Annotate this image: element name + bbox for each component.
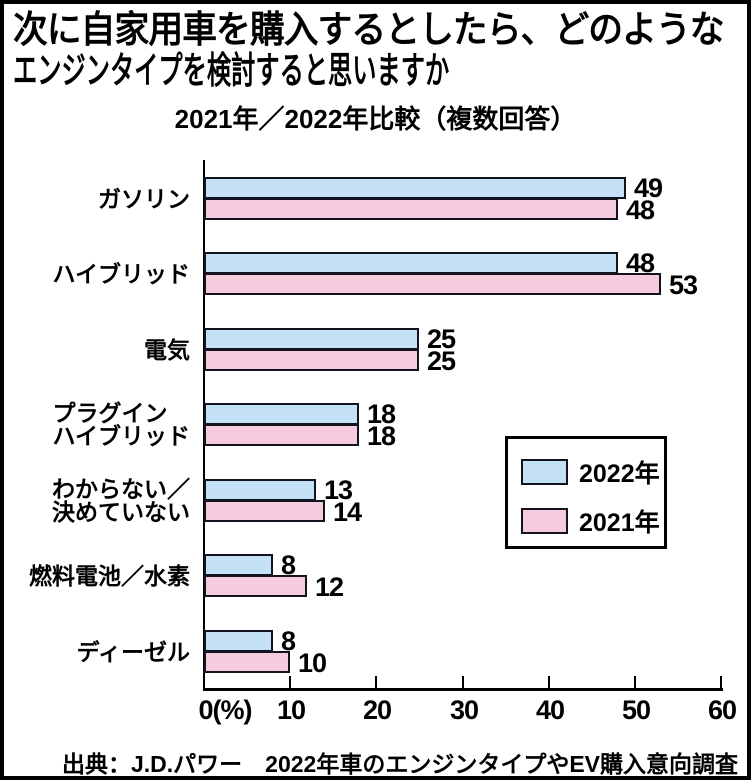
category-label-diesel: ディーゼル xyxy=(4,641,190,664)
value-label-2021-hybrid: 53 xyxy=(669,270,698,300)
category-label-text-hybrid: ハイブリッド xyxy=(52,261,190,287)
x-tick-label-60: 60 xyxy=(707,695,737,725)
x-tick-label-0: 0(%) xyxy=(198,695,252,725)
value-label-2021-plugin-hybrid: 18 xyxy=(367,421,396,451)
bar-2021-hybrid xyxy=(204,273,661,295)
x-tick-label-10: 10 xyxy=(276,695,306,725)
x-tick-50 xyxy=(634,676,636,688)
legend-item-2021: 2021年 xyxy=(521,503,660,539)
source-note: 出典：J.D.パワー 2022年車のエンジンタイプやEV購入意向調査 xyxy=(61,751,738,777)
x-axis-line xyxy=(203,688,723,691)
value-label-2021-fuel-cell-hydrogen: 12 xyxy=(315,572,344,602)
category-label-text-diesel: ディーゼル xyxy=(76,639,190,665)
value-label-2021-diesel: 10 xyxy=(298,648,327,678)
bar-2021-electric xyxy=(204,349,419,371)
value-label-2022-fuel-cell-hydrogen: 8 xyxy=(281,550,296,580)
x-tick-40 xyxy=(548,676,550,688)
x-tick-label-40: 40 xyxy=(535,695,565,725)
chart-subtitle: 2021年／2022年比較（複数回答） xyxy=(174,104,577,134)
bar-2021-undecided xyxy=(204,500,325,522)
value-label-2022-electric: 25 xyxy=(427,324,456,354)
legend: 2022年 2021年 xyxy=(505,436,667,549)
chart-title-line-2: エンジンタイプを検討すると思いますか xyxy=(13,50,450,91)
value-label-2022-hybrid: 48 xyxy=(626,248,655,278)
value-label-2021-gasoline: 48 xyxy=(626,195,655,225)
bar-2022-gasoline xyxy=(204,177,626,199)
bar-2022-undecided xyxy=(204,479,316,501)
category-label-plugin-hybrid: プラグイン ハイブリッド xyxy=(4,402,190,448)
bar-2022-electric xyxy=(204,328,419,350)
x-tick-10 xyxy=(289,676,291,688)
value-label-2021-undecided: 14 xyxy=(333,497,362,527)
bar-2022-hybrid xyxy=(204,252,618,274)
legend-swatch-2021 xyxy=(521,508,568,534)
bar-2021-diesel xyxy=(204,651,290,673)
category-label-text-undecided: わからない／ 決めていない xyxy=(52,476,190,525)
x-tick-label-50: 50 xyxy=(621,695,651,725)
bar-2022-plugin-hybrid xyxy=(204,403,359,425)
legend-label-2021: 2021年 xyxy=(579,509,660,537)
bar-2021-gasoline xyxy=(204,198,618,220)
chart-title: 次に自家用車を購入するとしたら、どのような エンジンタイプを検討すると思いますか xyxy=(13,9,747,91)
value-label-2022-undecided: 13 xyxy=(324,475,353,505)
value-label-2022-plugin-hybrid: 18 xyxy=(367,399,396,429)
value-label-2022-gasoline: 49 xyxy=(634,173,663,203)
legend-item-2022: 2022年 xyxy=(521,454,660,490)
bar-2022-fuel-cell-hydrogen xyxy=(204,554,273,576)
bar-2021-plugin-hybrid xyxy=(204,424,359,446)
category-label-text-electric: 電気 xyxy=(144,337,190,363)
x-tick-label-30: 30 xyxy=(449,695,479,725)
bar-2021-fuel-cell-hydrogen xyxy=(204,575,307,597)
x-tick-label-20: 20 xyxy=(362,695,392,725)
legend-swatch-2022 xyxy=(521,459,568,485)
value-label-2021-electric: 25 xyxy=(427,346,456,376)
category-label-hybrid: ハイブリッド xyxy=(4,263,190,286)
category-label-undecided: わからない／ 決めていない xyxy=(4,478,190,524)
bar-2022-diesel xyxy=(204,630,273,652)
chart-title-line-1: 次に自家用車を購入するとしたら、どのような xyxy=(13,9,725,50)
category-label-electric: 電気 xyxy=(4,339,190,362)
category-label-gasoline: ガソリン xyxy=(4,188,190,211)
value-label-2022-diesel: 8 xyxy=(281,626,296,656)
category-label-text-fuel-cell-hydrogen: 燃料電池／水素 xyxy=(29,563,190,589)
x-tick-20 xyxy=(375,676,377,688)
category-label-text-plugin-hybrid: プラグイン ハイブリッド xyxy=(52,400,190,449)
x-tick-60 xyxy=(720,676,722,688)
legend-label-2022: 2022年 xyxy=(579,460,660,488)
x-tick-30 xyxy=(462,676,464,688)
category-label-fuel-cell-hydrogen: 燃料電池／水素 xyxy=(4,565,190,588)
category-label-text-gasoline: ガソリン xyxy=(98,186,190,212)
chart-plot: 49 48 ガソリン 48 53 ハイブリッド 25 25 電気 18 18 プラグイン ハイブリッド 1… xyxy=(4,4,747,776)
